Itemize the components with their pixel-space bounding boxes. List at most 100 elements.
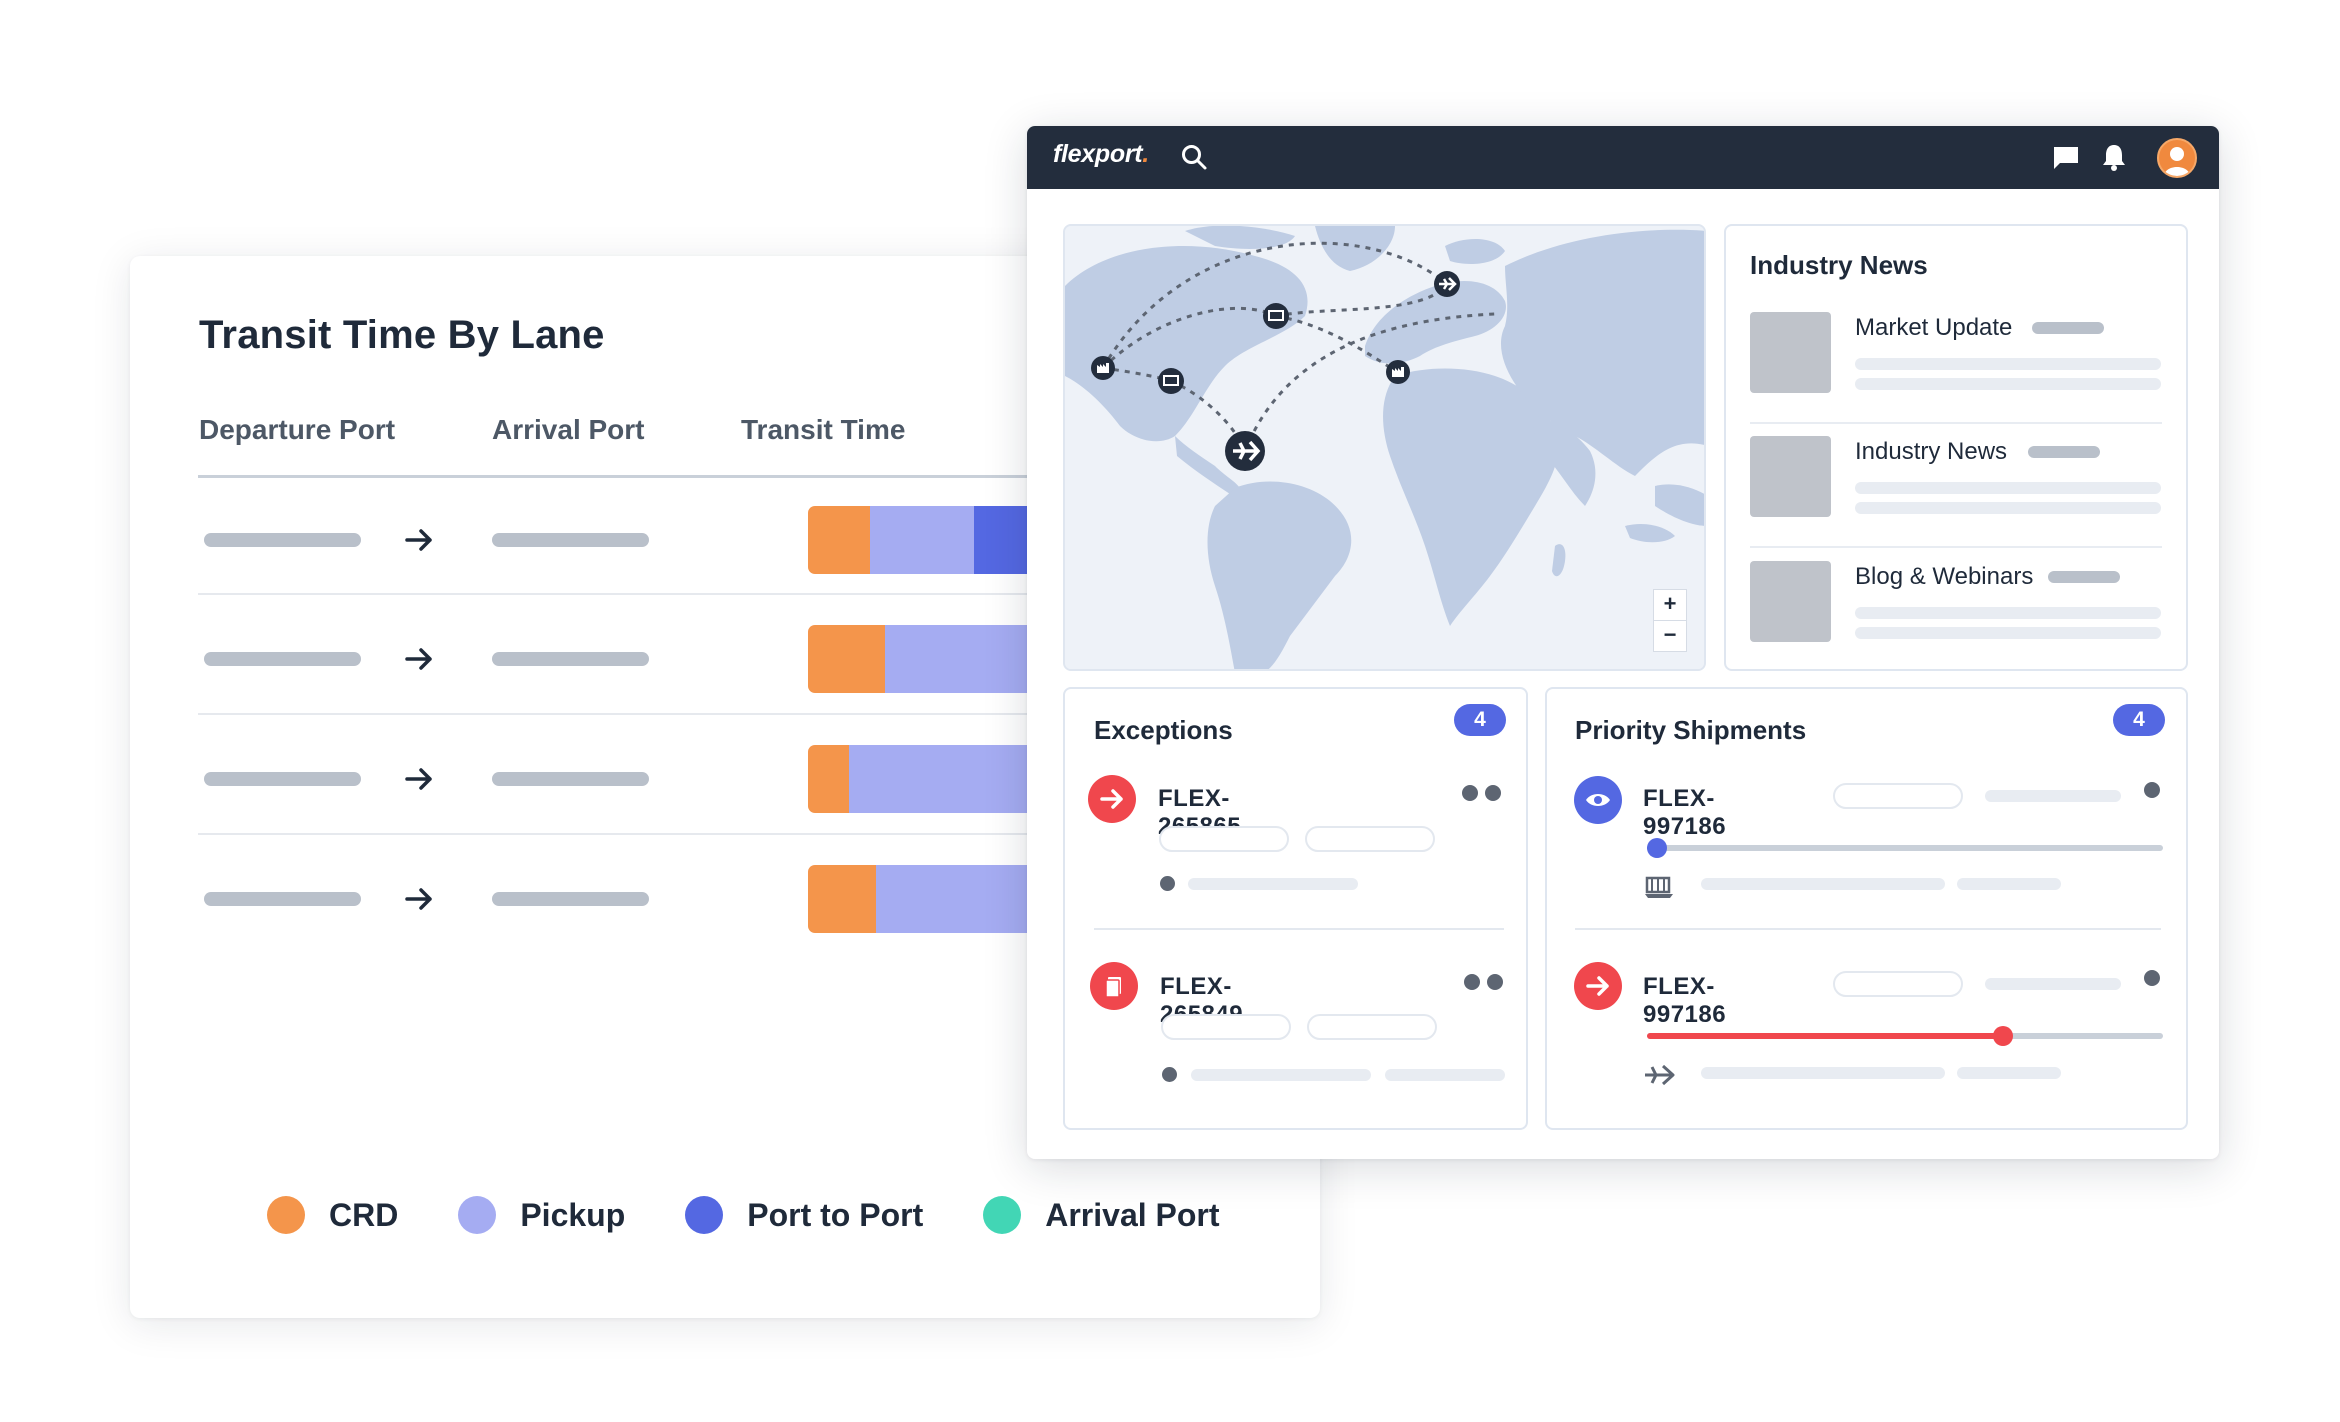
progress-knob[interactable]: [1647, 838, 1668, 858]
arrow-right-icon: [405, 768, 432, 790]
status-dot: [1462, 785, 1478, 801]
document-icon: [1105, 977, 1121, 998]
plane-icon: [1645, 1064, 1675, 1086]
placeholder-line: [1985, 790, 2121, 802]
placeholder-line: [1957, 1067, 2061, 1079]
legend-item-crd: CRD: [267, 1196, 398, 1234]
news-label: Industry News: [1855, 438, 2008, 465]
news-item[interactable]: Blog & Webinars: [1750, 561, 2162, 661]
placeholder-line: [1855, 627, 2161, 639]
divider: [1750, 546, 2162, 548]
placeholder-tag: [1833, 971, 1963, 997]
status-dot: [2144, 970, 2160, 986]
bar-segment-crd: [808, 865, 877, 933]
placeholder-tag: [1161, 1014, 1291, 1040]
status-dot: [2144, 782, 2160, 798]
bar-segment-crd: [808, 506, 871, 574]
legend-item-pickup: Pickup: [458, 1196, 625, 1234]
legend-label: Arrival Port: [1045, 1196, 1220, 1233]
count-badge: 4: [1454, 704, 1506, 736]
row-divider: [198, 833, 1320, 835]
placeholder-pill: [2028, 446, 2100, 458]
departure-port-placeholder: [204, 533, 361, 547]
shipment-id: FLEX-997186: [1643, 973, 1727, 1028]
status-badge: [1090, 962, 1138, 1010]
card-title: Transit Time By Lane: [199, 313, 605, 357]
zoom-out-button[interactable]: −: [1653, 620, 1687, 652]
panel-title: Industry News: [1750, 250, 1928, 280]
placeholder-line: [1701, 1067, 1945, 1079]
eye-icon: [1586, 794, 1610, 806]
avatar[interactable]: [2157, 138, 2197, 178]
brand-logo[interactable]: flexport.: [1053, 140, 1149, 169]
brand-dot: .: [1142, 140, 1149, 168]
brand-name: flexport: [1053, 140, 1143, 168]
legend-item-port-to-port: Port to Port: [685, 1196, 923, 1234]
placeholder-line: [1855, 502, 2161, 514]
column-header-departure[interactable]: Departure Port: [199, 414, 396, 445]
user-icon: [2164, 147, 2190, 176]
legend-dot: [983, 1196, 1022, 1234]
placeholder-line: [1188, 878, 1358, 890]
divider: [1575, 928, 2161, 930]
row-divider: [198, 713, 1320, 715]
legend-dot: [458, 1196, 497, 1234]
status-dot: [1160, 876, 1175, 891]
industry-news-panel: Industry News Market Update Industry New…: [1724, 224, 2188, 671]
progress-knob[interactable]: [1993, 1026, 2014, 1046]
shipment-map[interactable]: + −: [1063, 224, 1706, 671]
legend-dot: [267, 1196, 305, 1234]
arrow-right-icon: [405, 648, 432, 670]
bell-icon[interactable]: [2099, 142, 2129, 172]
arrow-right-icon: [405, 888, 432, 910]
legend-item-arrival-port: Arrival Port: [983, 1196, 1220, 1234]
placeholder-line: [1191, 1069, 1371, 1081]
placeholder-tag: [1305, 826, 1435, 852]
arrival-port-placeholder: [492, 772, 649, 786]
progress-fill: [1647, 1033, 2004, 1039]
placeholder-line: [1957, 878, 2061, 890]
column-header-transit[interactable]: Transit Time: [741, 414, 906, 445]
status-dot: [1162, 1067, 1177, 1082]
dashboard-window: flexport.: [1027, 126, 2219, 1159]
status-dot: [1464, 974, 1480, 990]
world-map: [1065, 226, 1704, 669]
status-dot: [1487, 974, 1503, 990]
news-thumbnail: [1750, 561, 1831, 642]
news-item[interactable]: Market Update: [1750, 312, 2162, 424]
priority-shipments-panel: Priority Shipments 4 FLEX-997186: [1545, 687, 2188, 1130]
panel-title: Priority Shipments: [1575, 715, 1807, 745]
placeholder-line: [1701, 878, 1945, 890]
map-markers: [1091, 271, 1460, 471]
news-item[interactable]: Industry News: [1750, 436, 2162, 548]
status-badge: [1574, 962, 1622, 1010]
divider: [1750, 422, 2162, 424]
row-divider: [198, 593, 1320, 595]
arrow-right-icon: [1100, 789, 1123, 809]
search-icon[interactable]: [1179, 142, 1209, 172]
shipment-id: FLEX-997186: [1643, 785, 1727, 840]
legend: CRD Pickup Port to Port Arrival Port: [267, 1196, 1280, 1234]
bar-segment-crd: [808, 625, 885, 693]
placeholder-line: [1385, 1069, 1505, 1081]
arrival-port-placeholder: [492, 892, 649, 906]
bar-segment-pickup: [849, 745, 1055, 813]
column-header-arrival[interactable]: Arrival Port: [492, 414, 645, 445]
departure-port-placeholder: [204, 892, 361, 906]
count-badge: 4: [2113, 704, 2165, 736]
placeholder-tag: [1833, 783, 1963, 809]
placeholder-tag: [1307, 1014, 1437, 1040]
news-label: Blog & Webinars: [1855, 563, 2034, 590]
chat-icon[interactable]: [2051, 142, 2081, 172]
legend-label: CRD: [329, 1196, 399, 1233]
placeholder-tag: [1159, 826, 1289, 852]
zoom-in-button[interactable]: +: [1653, 589, 1687, 621]
header-divider: [198, 475, 1320, 478]
ship-icon: [1645, 876, 1673, 898]
arrival-port-placeholder: [492, 533, 649, 547]
divider: [1094, 928, 1504, 930]
placeholder-line: [1855, 358, 2161, 370]
departure-port-placeholder: [204, 652, 361, 666]
legend-label: Port to Port: [747, 1196, 924, 1233]
legend-dot: [685, 1196, 724, 1234]
